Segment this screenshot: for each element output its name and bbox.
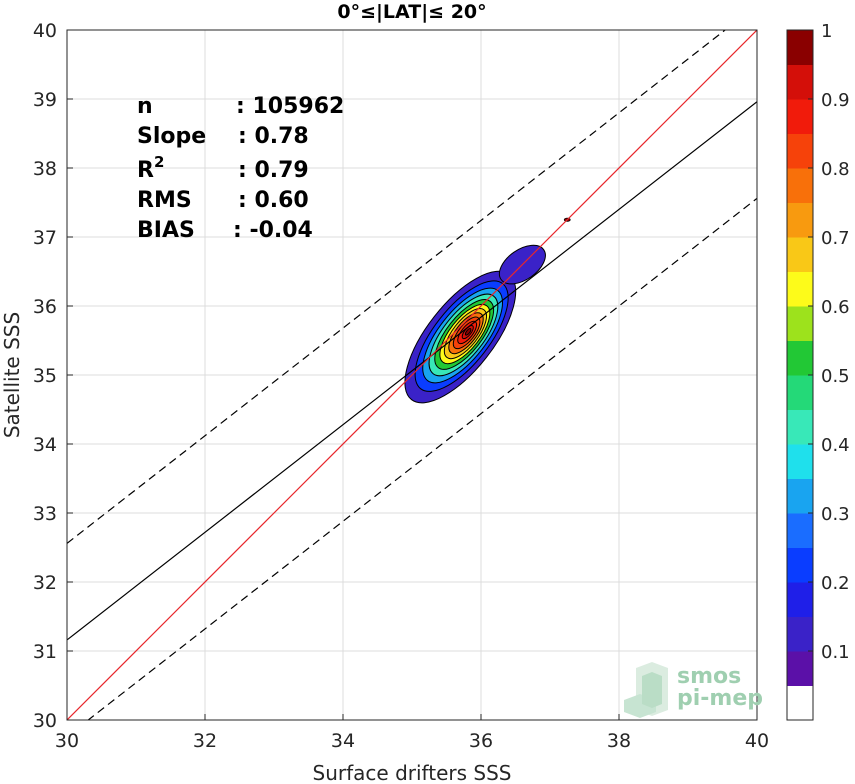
axes-frame xyxy=(66,29,758,721)
logo-line1: smos xyxy=(677,664,741,689)
colorbar-segment xyxy=(787,133,813,169)
y-tick-label: 32 xyxy=(33,572,57,594)
colorbar-segment xyxy=(787,306,813,341)
colorbar-segment xyxy=(787,202,813,238)
colorbar-tick-label: 0.1 xyxy=(821,642,850,663)
colorbar-segment xyxy=(787,340,813,376)
x-tick-label: 34 xyxy=(331,730,355,752)
y-tick-label: 37 xyxy=(33,227,57,249)
y-tick-label: 33 xyxy=(33,503,57,525)
colorbar-segment xyxy=(787,478,813,514)
stat-value: : 0.79 xyxy=(238,158,309,183)
x-tick-label: 30 xyxy=(55,730,79,752)
reference-lines xyxy=(67,30,757,720)
colorbar-tick-label: 0.9 xyxy=(821,90,850,111)
colorbar-segment xyxy=(787,616,813,652)
colorbar-segment xyxy=(787,237,813,272)
upper-bound-line xyxy=(67,30,727,544)
colorbar-tick-label: 0.7 xyxy=(821,228,850,249)
y-tick-label: 31 xyxy=(33,641,57,663)
y-tick-labels: 30 31 32 33 34 35 36 37 38 39 40 xyxy=(33,20,57,732)
smos-pi-mep-logo: smos pi-mep xyxy=(624,662,763,718)
colorbar-segment xyxy=(787,409,813,445)
contour-level-12 xyxy=(464,328,472,336)
colorbar-segment xyxy=(787,513,813,548)
stat-label: n xyxy=(137,94,153,119)
colorbar-tick-label: 0.2 xyxy=(821,573,850,594)
colorbar-segment xyxy=(787,444,813,479)
colorbar-tick-label: 1 xyxy=(821,21,832,42)
x-tick-label: 38 xyxy=(607,730,631,752)
colorbar-tick-label: 0.8 xyxy=(821,159,850,180)
colorbar-tick-label: 0.3 xyxy=(821,504,850,525)
x-tick-label: 40 xyxy=(745,730,769,752)
y-tick-label: 34 xyxy=(33,434,57,456)
lower-bound-line xyxy=(87,197,757,720)
x-tick-label: 36 xyxy=(469,730,493,752)
colorbar-segment xyxy=(787,685,813,721)
colorbar-segment xyxy=(787,30,813,65)
density-contours xyxy=(404,217,571,404)
chart-title: 0°≤|LAT|≤ 20° xyxy=(337,1,486,23)
y-tick-label: 39 xyxy=(33,89,57,111)
y-axis-label: Satellite SSS xyxy=(0,312,24,438)
y-tick-label: 30 xyxy=(33,710,57,732)
colorbar-segment xyxy=(787,168,813,203)
logo-line2: pi-mep xyxy=(677,686,763,711)
colorbar-tick-label: 0.6 xyxy=(821,297,850,318)
colorbar-segment xyxy=(787,375,813,410)
stat-value: : 0.78 xyxy=(238,124,309,149)
y-tick-label: 35 xyxy=(33,365,57,387)
colorbar-segment xyxy=(787,582,813,617)
colorbar-segment xyxy=(787,547,813,583)
stat-label: Slope xyxy=(137,124,206,149)
stat-value: : 0.60 xyxy=(238,188,309,213)
colorbar-segment xyxy=(787,271,813,307)
y-tick-label: 38 xyxy=(33,158,57,180)
colorbar-segment xyxy=(787,651,813,686)
logo-icon xyxy=(624,662,668,718)
colorbar: 0.1 0.2 0.3 0.4 0.5 0.6 0.7 0.8 0.9 1 xyxy=(786,21,850,721)
y-tick-label: 36 xyxy=(33,296,57,318)
x-tick-label: 32 xyxy=(193,730,217,752)
regression-line xyxy=(67,101,757,641)
colorbar-tick-label: 0.5 xyxy=(821,366,850,387)
x-tick-labels: 30 32 34 36 38 40 xyxy=(55,730,769,752)
colorbar-tick-label: 0.4 xyxy=(821,435,850,456)
stat-value: : -0.04 xyxy=(233,218,313,243)
colorbar-segment xyxy=(787,99,813,134)
stat-value: : 105962 xyxy=(236,94,344,119)
stat-label: RMS xyxy=(137,188,192,213)
x-axis-label: Surface drifters SSS xyxy=(313,761,512,784)
identity-line xyxy=(67,30,757,720)
stat-label: BIAS xyxy=(137,218,195,243)
y-tick-label: 40 xyxy=(33,20,57,42)
colorbar-segment xyxy=(787,64,813,100)
